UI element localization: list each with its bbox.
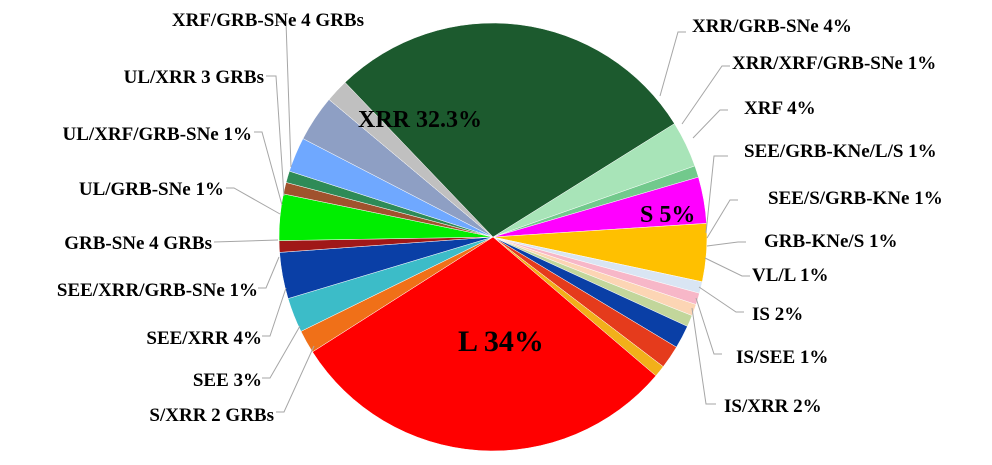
leader-line	[691, 307, 716, 405]
label-see-xrr: SEE/XRR 4%	[146, 328, 262, 349]
label-xrf: XRF 4%	[744, 98, 816, 119]
leader-line	[698, 286, 744, 313]
leader-line	[254, 131, 283, 206]
label-see: SEE 3%	[193, 370, 262, 391]
label-is: IS 2%	[752, 304, 803, 325]
label-ul-grbsne: UL/GRB-SNe 1%	[79, 179, 224, 200]
leader-line	[276, 345, 315, 413]
leader-line	[695, 297, 722, 355]
label-grbsne: GRB-SNe 4 GRBs	[64, 233, 212, 254]
label-see-grbkne-l-s: SEE/GRB-KNe/L/S 1%	[744, 141, 937, 162]
leader-lines	[213, 21, 750, 413]
label-ul-xrf-grbsne: UL/XRF/GRB-SNe 1%	[63, 124, 252, 145]
label-see-s-grbkne: SEE/S/GRB-KNe 1%	[768, 188, 943, 209]
leader-line	[705, 155, 728, 234]
label-s-inside: S 5%	[640, 202, 695, 228]
leader-line	[262, 287, 287, 337]
label-see-xrr-grbsne: SEE/XRR/GRB-SNe 1%	[57, 280, 258, 301]
label-grbkne-s: GRB-KNe/S 1%	[764, 231, 898, 252]
label-vl-l: VL/L 1%	[752, 265, 829, 286]
label-is-see: IS/SEE 1%	[736, 347, 828, 368]
leader-line	[258, 256, 280, 289]
leader-line	[704, 257, 750, 277]
leader-line	[692, 109, 728, 139]
leader-line	[262, 325, 301, 379]
label-is-xrr: IS/XRR 2%	[724, 396, 822, 417]
label-xrr-xrf-grbsne: XRR/XRF/GRB-SNe 1%	[732, 53, 936, 74]
leader-line	[706, 199, 738, 239]
label-l-inside: L 34%	[458, 325, 544, 358]
leader-line	[706, 241, 746, 247]
pie-slice-11	[312, 236, 657, 452]
pie-slices	[278, 22, 708, 452]
label-xrr-inside: XRR 32.3%	[358, 107, 482, 133]
leader-line	[659, 31, 686, 97]
label-s-xrr: S/XRR 2 GRBs	[149, 405, 274, 426]
leader-line	[226, 187, 281, 215]
label-ul-xrr: UL/XRR 3 GRBs	[124, 67, 264, 88]
label-xrr-grbsne: XRR/GRB-SNe 4%	[692, 16, 852, 37]
leader-line	[266, 75, 285, 197]
slice-labels: XRR/GRB-SNe 4% XRR/XRF/GRB-SNe 1% XRF 4%…	[57, 10, 943, 426]
leader-line	[213, 239, 279, 243]
label-xrf-grbsne: XRF/GRB-SNe 4 GRBs	[172, 10, 364, 31]
pie-slice-22	[344, 22, 675, 238]
leader-line	[681, 65, 730, 125]
leader-line	[276, 21, 292, 168]
